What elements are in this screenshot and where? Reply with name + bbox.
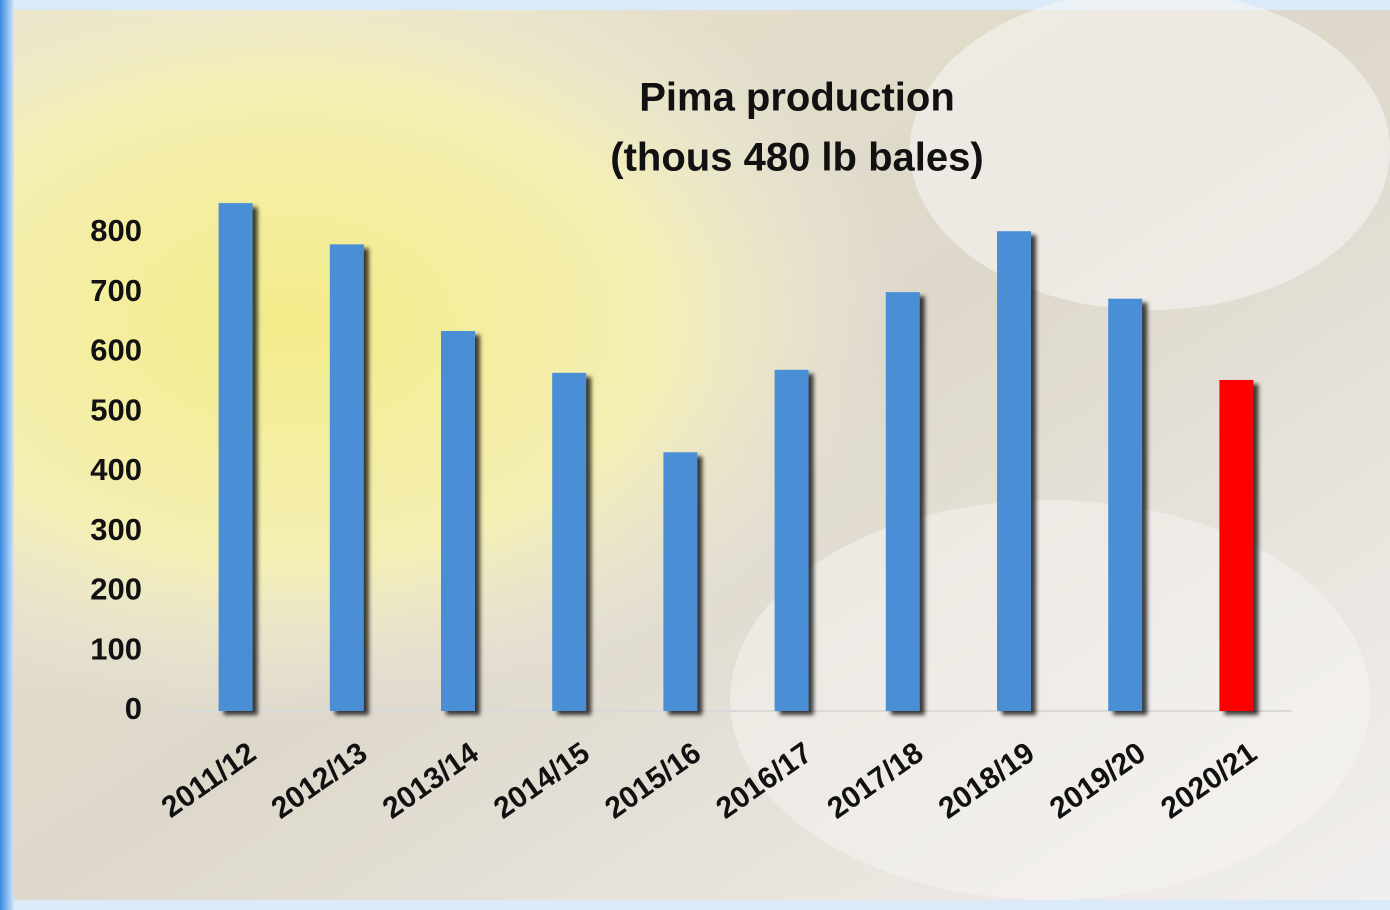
- frame-edge: [0, 0, 14, 910]
- bar: [997, 231, 1031, 711]
- page: {"chart_data": {"type": "bar", "title": …: [0, 0, 1390, 910]
- y-tick-label: 300: [90, 512, 142, 547]
- bar: [663, 452, 697, 711]
- y-tick-label: 500: [90, 392, 142, 427]
- bar: [441, 331, 475, 711]
- bar: [219, 203, 253, 711]
- bar: [775, 370, 809, 711]
- bar: [886, 292, 920, 711]
- y-tick-label: 200: [90, 572, 142, 607]
- y-tick-label: 0: [125, 691, 142, 726]
- y-tick-label: 100: [90, 631, 142, 666]
- y-tick-label: 800: [90, 213, 142, 248]
- bar: [1219, 380, 1253, 711]
- y-tick-label: 600: [90, 333, 142, 368]
- chart: Pima production (thous 480 lb bales) 0 10…: [0, 0, 1390, 910]
- chart-title: Pima production: [639, 76, 955, 120]
- chart-subtitle: (thous 480 lb bales): [610, 136, 983, 180]
- bar: [1108, 299, 1142, 711]
- bar: [552, 373, 586, 711]
- background-cotton: [730, 500, 1370, 900]
- bar: [330, 244, 364, 711]
- y-tick-label: 700: [90, 273, 142, 308]
- y-tick-label: 400: [90, 452, 142, 487]
